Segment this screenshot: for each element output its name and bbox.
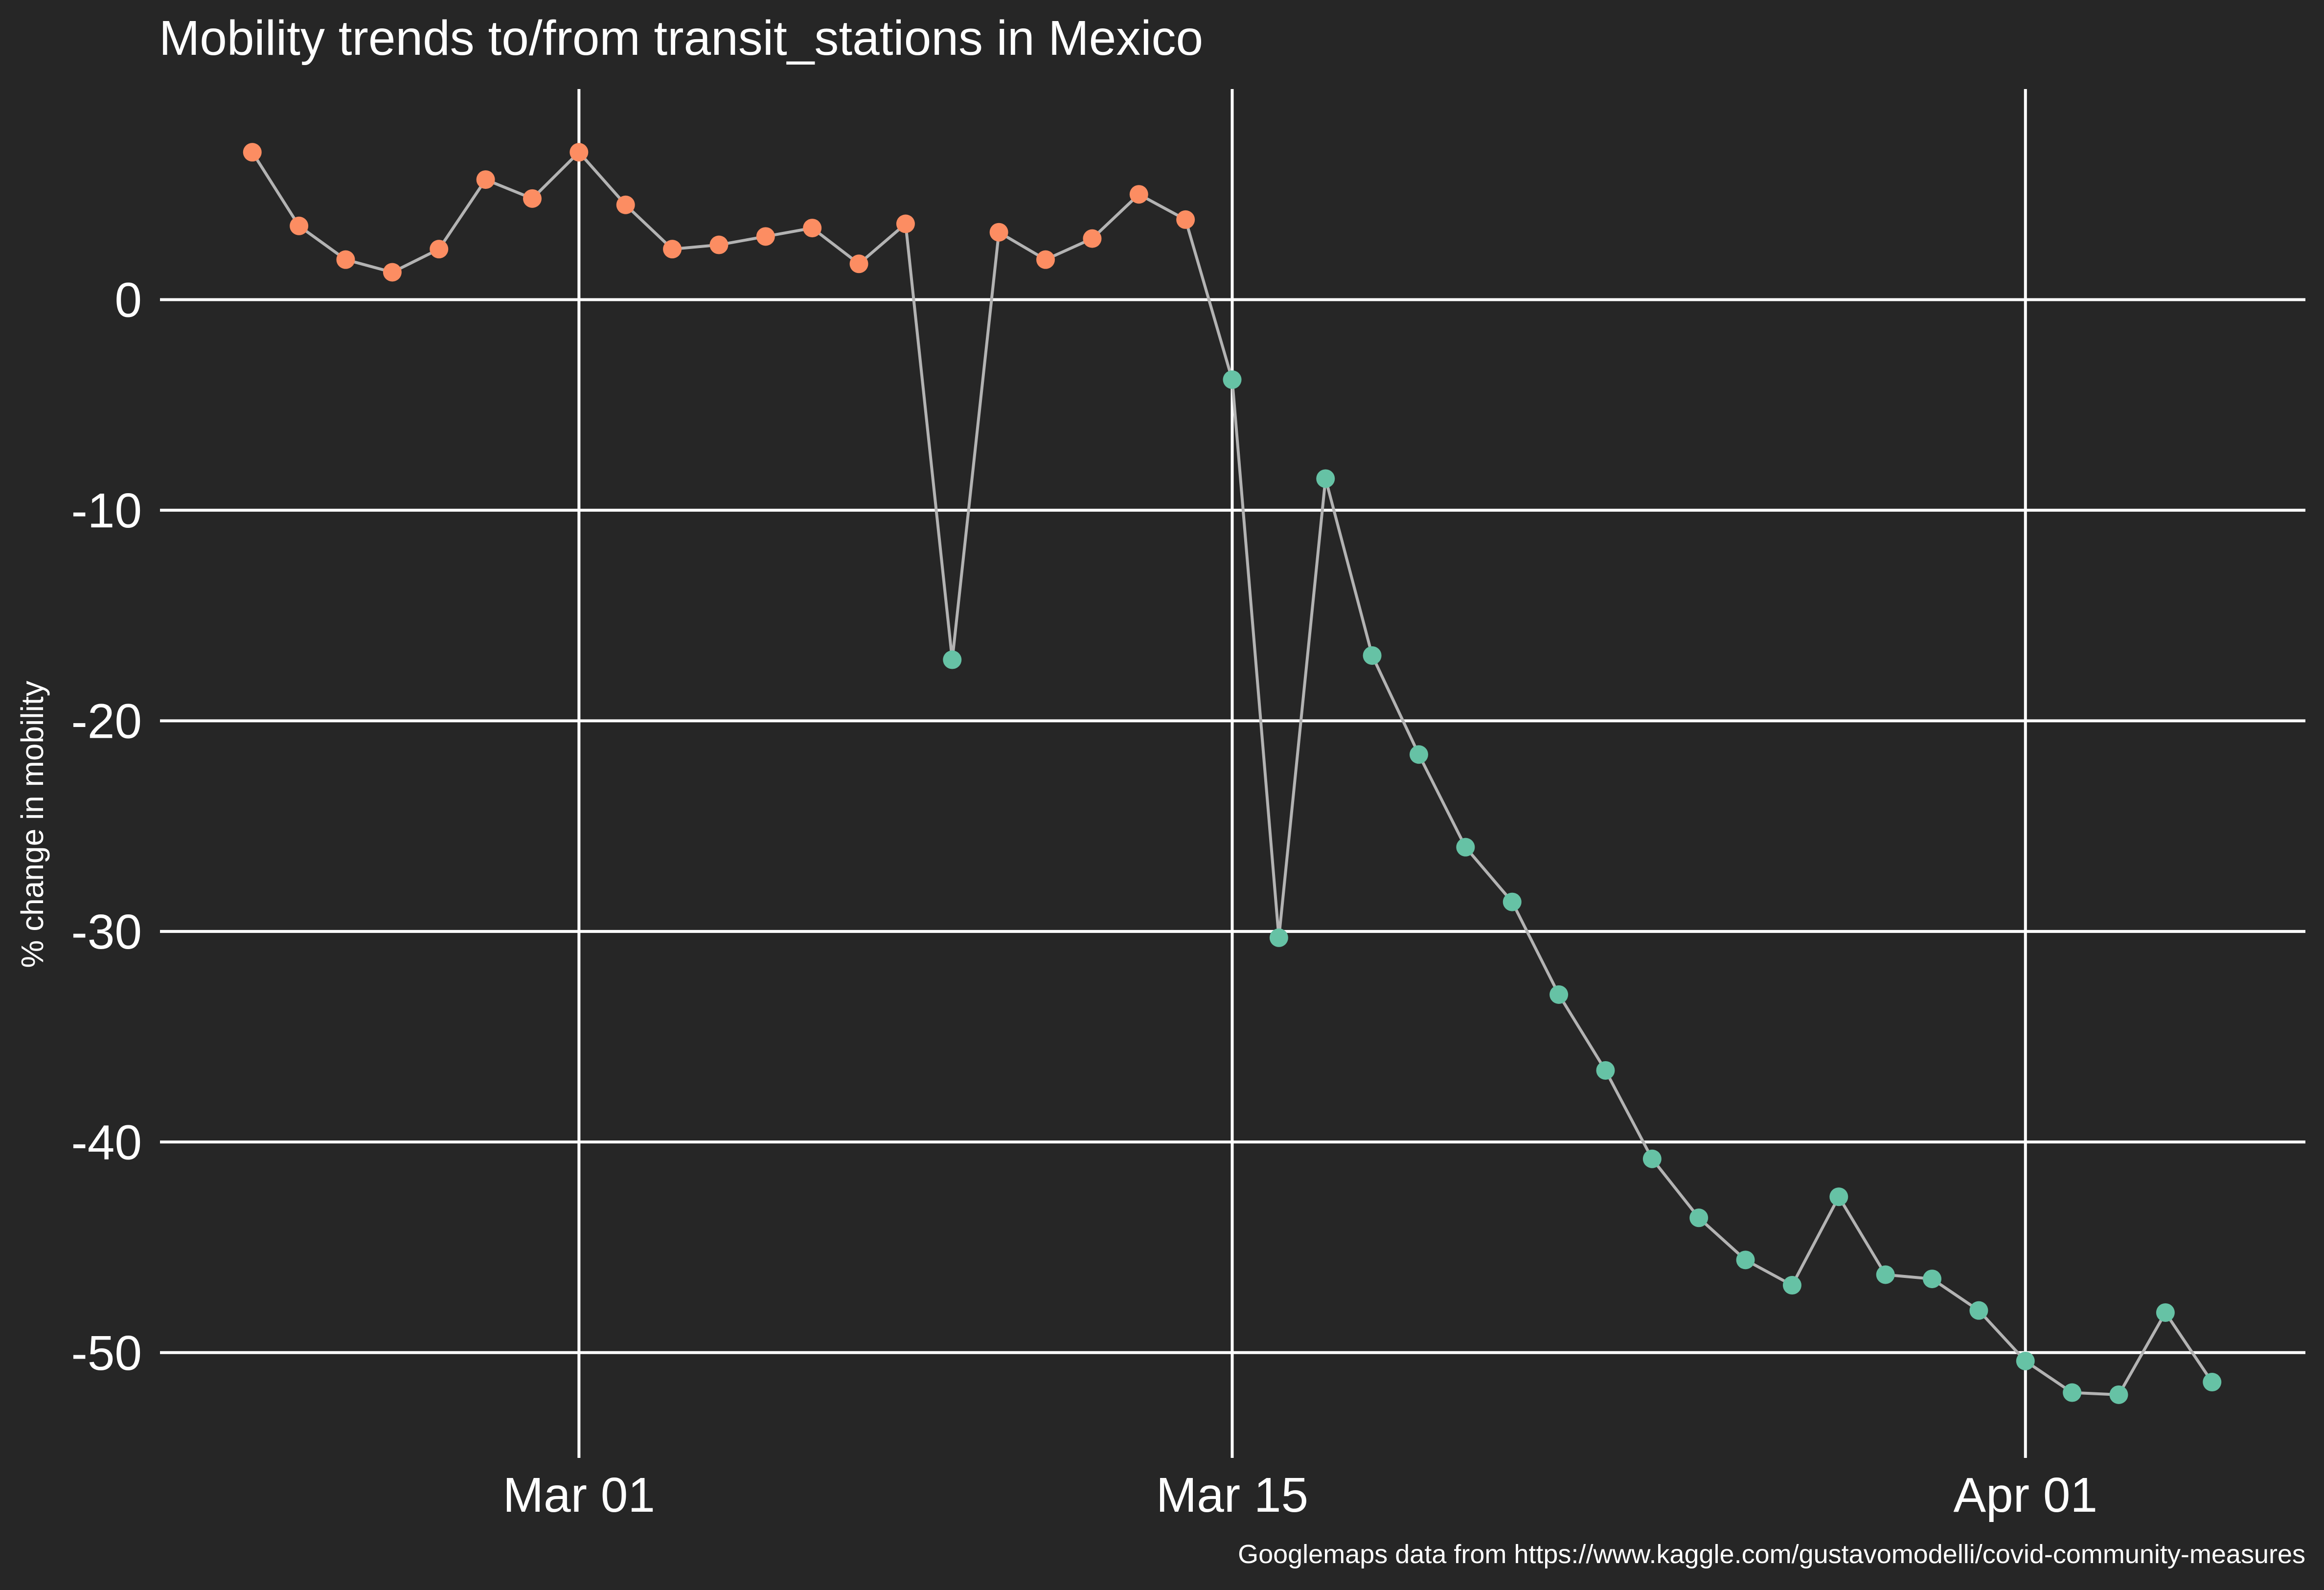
y-axis-label: % change in mobility: [15, 681, 50, 968]
data-point: [1316, 469, 1335, 488]
data-point: [1642, 1149, 1662, 1168]
data-point: [803, 219, 822, 238]
chart-title: Mobility trends to/from transit_stations…: [159, 11, 1203, 66]
data-point: [1083, 229, 1102, 248]
x-axis-ticks: Mar 01 Mar 15 Apr 01: [503, 1468, 2097, 1522]
data-point: [1596, 1061, 1615, 1080]
y-tick-label: -10: [71, 483, 142, 538]
data-point: [1503, 892, 1522, 911]
data-point: [243, 143, 262, 162]
y-tick-label: -30: [71, 905, 142, 959]
data-point: [616, 195, 635, 214]
x-tick-label: Mar 15: [1156, 1468, 1308, 1522]
data-point: [943, 650, 962, 669]
data-point: [1176, 210, 1195, 229]
data-point: [1269, 928, 1288, 947]
data-point: [383, 263, 402, 282]
data-point: [430, 240, 449, 259]
data-point: [290, 216, 309, 235]
series-marks: [243, 143, 2222, 1404]
data-point: [1409, 745, 1428, 764]
data-point: [1876, 1265, 1895, 1284]
grid: [160, 89, 2305, 1458]
data-point: [1829, 1187, 1848, 1206]
data-point: [1456, 838, 1475, 857]
data-point: [1782, 1276, 1801, 1295]
data-point: [1363, 646, 1382, 665]
data-point: [1036, 250, 1055, 269]
y-axis-ticks: 0 -10 -20 -30 -40 -50: [71, 273, 142, 1380]
y-tick-label: -40: [71, 1115, 142, 1170]
data-point: [709, 235, 729, 254]
y-tick-label: -20: [71, 694, 142, 749]
data-point: [336, 250, 355, 269]
data-point: [1129, 185, 1148, 204]
data-point: [756, 227, 775, 246]
data-point: [476, 170, 495, 189]
data-point: [1923, 1270, 1942, 1289]
data-point: [2109, 1385, 2128, 1404]
data-point: [663, 240, 682, 259]
data-point: [896, 214, 915, 233]
data-point: [989, 223, 1008, 242]
data-point: [570, 143, 589, 162]
data-point: [1689, 1208, 1709, 1227]
y-tick-label: 0: [114, 273, 142, 327]
data-point: [2063, 1383, 2082, 1402]
data-point: [2203, 1373, 2222, 1392]
y-tick-label: -50: [71, 1326, 142, 1381]
data-point: [849, 254, 868, 273]
data-point: [523, 189, 542, 208]
data-point: [1223, 370, 1242, 389]
data-point: [2016, 1351, 2035, 1370]
data-point: [1736, 1250, 1755, 1270]
data-point: [1969, 1301, 1988, 1320]
x-tick-label: Apr 01: [1953, 1468, 2097, 1522]
data-point: [2156, 1303, 2175, 1322]
x-tick-label: Mar 01: [503, 1468, 655, 1522]
caption: Googlemaps data from https://www.kaggle.…: [1238, 1540, 2305, 1569]
data-point: [1549, 985, 1569, 1004]
